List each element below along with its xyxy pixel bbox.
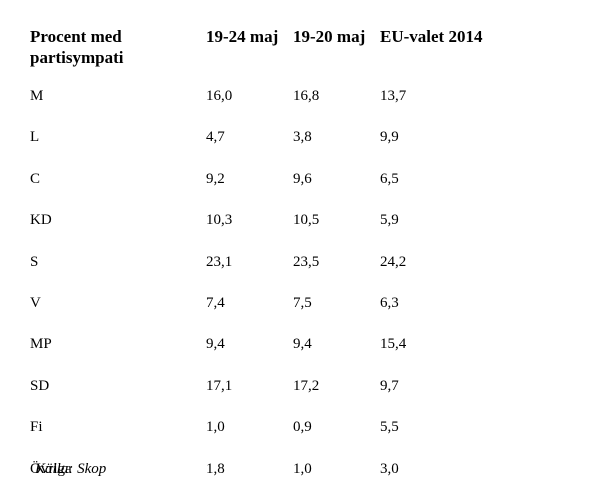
value-cell: 1,0	[293, 460, 312, 477]
header-eu-election-2014: EU-valet 2014	[380, 27, 483, 46]
table-row: S 23,1 23,5 24,2	[30, 248, 520, 289]
value-cell: 6,5	[380, 170, 399, 187]
table-header-row: Procent med partisympati 19-24 maj 19-20…	[30, 26, 520, 82]
value-cell: 23,5	[293, 253, 320, 270]
value-cell: 10,3	[206, 212, 233, 229]
value-cell: 13,7	[380, 88, 407, 104]
header-party-sympathy: Procent med partisympati	[30, 27, 124, 67]
header-19-20-may: 19-20 maj	[293, 27, 366, 46]
header-19-24-may: 19-24 maj	[206, 27, 279, 46]
value-cell: 5,9	[380, 212, 399, 229]
party-cell: Övriga	[30, 460, 72, 477]
party-cell: S	[30, 253, 39, 270]
party-cell: C	[30, 170, 41, 187]
table-row: Övriga 1,8 1,0 3,0	[30, 455, 520, 496]
value-cell: 17,2	[293, 377, 320, 394]
table-row: V 7,4 7,5 6,3	[30, 289, 520, 330]
value-cell: 16,0	[206, 88, 233, 104]
value-cell: 6,3	[380, 294, 399, 311]
value-cell: 3,0	[380, 460, 399, 477]
value-cell: 9,4	[206, 336, 225, 353]
poll-results-table: Procent med partisympati 19-24 maj 19-20…	[30, 26, 520, 496]
party-cell: L	[30, 129, 40, 146]
table-row: MP 9,4 9,4 15,4	[30, 330, 520, 371]
party-cell: KD	[30, 212, 52, 229]
party-cell: MP	[30, 336, 52, 353]
value-cell: 3,8	[293, 129, 312, 146]
value-cell: 15,4	[380, 336, 407, 353]
value-cell: 7,4	[206, 294, 225, 311]
party-cell: M	[30, 88, 44, 104]
value-cell: 5,5	[380, 419, 399, 436]
value-cell: 9,7	[380, 377, 399, 394]
value-cell: 24,2	[380, 253, 407, 270]
value-cell: 10,5	[293, 212, 320, 229]
table-row: M 16,0 16,8 13,7	[30, 82, 520, 123]
source-caption: Källa: Skop	[35, 461, 107, 477]
table-row: Fi 1,0 0,9 5,5	[30, 413, 520, 454]
party-cell: V	[30, 294, 41, 311]
table-row: KD 10,3 10,5 5,9	[30, 206, 520, 247]
value-cell: 9,2	[206, 170, 225, 187]
value-cell: 9,4	[293, 336, 312, 353]
value-cell: 23,1	[206, 253, 233, 270]
value-cell: 4,7	[206, 129, 225, 146]
party-cell: Fi	[30, 419, 43, 436]
value-cell: 9,9	[380, 129, 399, 146]
value-cell: 7,5	[293, 294, 312, 311]
table-row: C 9,2 9,6 6,5	[30, 165, 520, 206]
value-cell: 17,1	[206, 377, 233, 394]
table-row: SD 17,1 17,2 9,7	[30, 372, 520, 413]
value-cell: 16,8	[293, 88, 320, 104]
value-cell: 0,9	[293, 419, 312, 436]
table-row: L 4,7 3,8 9,9	[30, 123, 520, 164]
value-cell: 1,0	[206, 419, 225, 436]
value-cell: 1,8	[206, 460, 225, 477]
value-cell: 9,6	[293, 170, 312, 187]
party-cell: SD	[30, 377, 50, 394]
